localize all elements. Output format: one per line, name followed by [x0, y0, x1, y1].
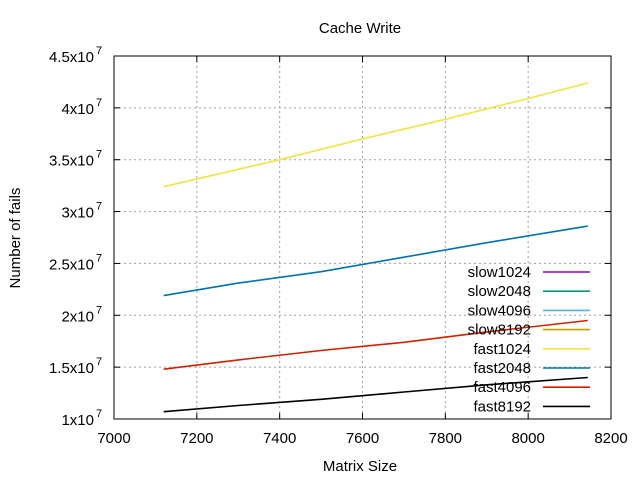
y-tick-label: 3x10 [61, 205, 94, 222]
y-tick-label: 1.5x10 [49, 360, 94, 377]
y-tick-label: 1x10 [61, 412, 94, 429]
y-tick-exponent: 7 [96, 149, 102, 161]
y-tick-exponent: 7 [96, 97, 102, 109]
series-line-fast4096 [163, 319, 588, 370]
y-tick-exponent: 7 [96, 356, 102, 368]
y-tick-mantissa: 2.5x10 [49, 256, 94, 273]
series-line-fast1024 [163, 82, 589, 188]
y-tick-mantissa: 3.5x10 [49, 153, 94, 170]
y-tick-exponent: 7 [96, 45, 102, 57]
legend: slow1024 slow2048 slow4096 slow8192 fast1024… [468, 264, 590, 415]
legend-label: fast4096 [473, 379, 531, 396]
grid [114, 56, 611, 419]
y-tick-label: 4x10 [61, 101, 94, 118]
legend-label: slow1024 [468, 264, 531, 281]
y-tick-mantissa: 4x10 [61, 101, 94, 118]
y-axis-label: Number of fails [7, 188, 24, 289]
legend-label: fast2048 [473, 360, 531, 377]
x-tick-label: 7600 [346, 430, 379, 447]
y-tick-label: 2.5x10 [49, 256, 94, 273]
y-tick-exponent: 7 [96, 252, 102, 264]
y-tick-mantissa: 3x10 [61, 205, 94, 222]
x-tick-label: 7200 [180, 430, 213, 447]
y-tick-label: 2x10 [61, 308, 94, 325]
y-tick-mantissa: 1x10 [61, 412, 94, 429]
y-tick-exponent: 7 [96, 304, 102, 316]
legend-label: slow2048 [468, 283, 531, 300]
legend-label: slow4096 [468, 302, 531, 319]
legend-label: fast1024 [473, 341, 531, 358]
x-tick-label: 7000 [97, 430, 130, 447]
series-line-fast8192 [163, 376, 588, 413]
x-tick-label: 7400 [263, 430, 296, 447]
y-tick-label: 4.5x10 [49, 49, 94, 66]
y-tick-label: 3.5x10 [49, 153, 94, 170]
y-tick-exponent: 7 [96, 201, 102, 213]
series-line-fast2048 [163, 225, 588, 297]
y-tick-mantissa: 2x10 [61, 308, 94, 325]
x-tick-label: 8200 [594, 430, 627, 447]
x-axis-label: Matrix Size [323, 458, 397, 475]
x-tick-label: 8000 [511, 430, 544, 447]
legend-label: slow8192 [468, 322, 531, 339]
series-layer [163, 82, 589, 413]
y-tick-exponent: 7 [96, 408, 102, 420]
x-tick-label: 7800 [429, 430, 462, 447]
y-tick-mantissa: 4.5x10 [49, 49, 94, 66]
chart-title: Cache Write [319, 20, 401, 37]
legend-label: fast8192 [473, 398, 531, 415]
x-axis: 7000 7200 7400 7600 7800 8000 8200 [97, 56, 628, 447]
y-tick-mantissa: 1.5x10 [49, 360, 94, 377]
